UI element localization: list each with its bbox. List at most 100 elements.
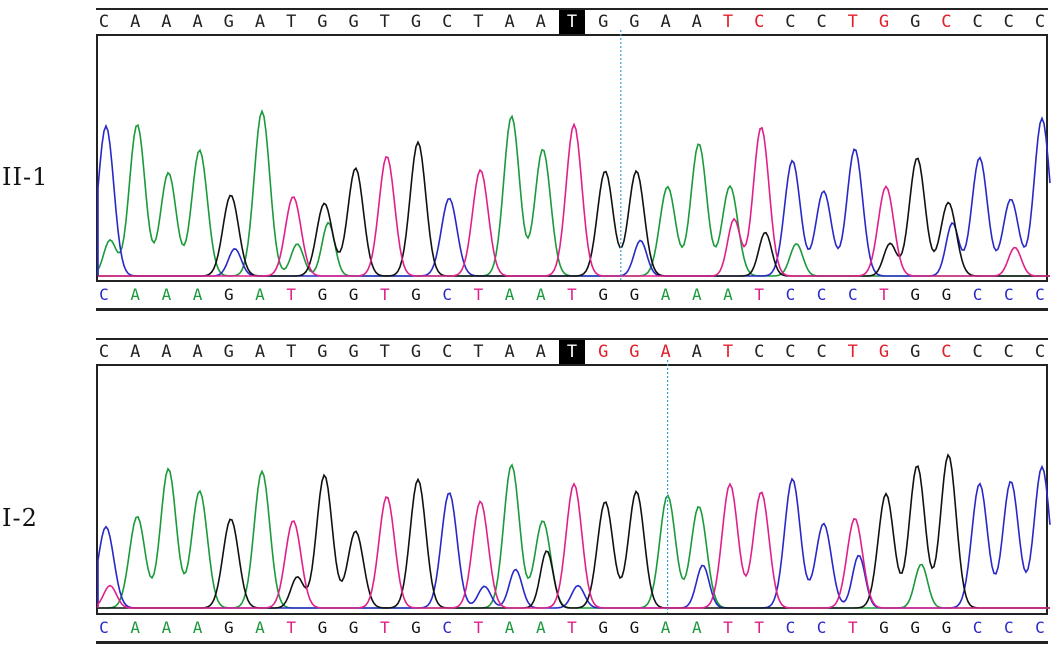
reference-base: C — [785, 342, 796, 362]
called-base: C — [1035, 618, 1045, 637]
reference-base: C — [941, 342, 952, 362]
called-base: G — [941, 618, 952, 637]
called-base: T — [567, 285, 577, 304]
called-base: T — [879, 285, 889, 304]
reference-base: T — [379, 12, 390, 32]
called-base: G — [223, 618, 234, 637]
called-base: C — [1035, 285, 1045, 304]
reference-base: T — [286, 12, 297, 32]
reference-base: G — [223, 342, 234, 362]
called-base: C — [785, 618, 796, 637]
called-base: C — [847, 285, 858, 304]
called-base: A — [255, 618, 265, 637]
chromatogram — [96, 360, 1051, 614]
called-base: G — [629, 285, 640, 304]
called-base: A — [504, 285, 515, 304]
called-base: T — [754, 618, 764, 637]
sample-label-i-2: I-2 — [2, 504, 38, 532]
called-base: G — [598, 285, 608, 304]
reference-base: G — [410, 12, 422, 32]
reference-base: C — [754, 12, 765, 32]
reference-base: C — [442, 342, 453, 362]
reference-base: T — [559, 10, 585, 34]
reference-base: A — [660, 12, 671, 32]
reference-base: A — [691, 12, 702, 32]
called-base: G — [411, 285, 421, 304]
reference-base: A — [192, 12, 203, 32]
reference-base: T — [847, 342, 858, 362]
called-base: G — [598, 618, 608, 637]
called-base: C — [442, 618, 452, 637]
called-base: A — [535, 285, 546, 304]
reference-base: C — [1034, 12, 1046, 32]
reference-base: T — [379, 342, 390, 362]
reference-base: T — [722, 342, 734, 362]
reference-base: C — [816, 12, 827, 32]
reference-base: C — [1003, 342, 1014, 362]
called-base: A — [504, 618, 515, 637]
called-base: T — [473, 285, 484, 304]
reference-base: T — [722, 12, 734, 32]
called-base: C — [99, 285, 109, 304]
called-base: A — [161, 618, 172, 637]
chromatogram-traces — [97, 30, 1051, 282]
called-base: A — [660, 285, 671, 304]
reference-base: C — [1003, 12, 1014, 32]
reference-base: T — [473, 342, 484, 362]
reference-base: A — [535, 12, 546, 32]
called-base: C — [816, 285, 827, 304]
reference-base: T — [473, 12, 484, 32]
called-base: A — [161, 285, 172, 304]
reference-base: T — [286, 342, 297, 362]
reference-base: T — [559, 340, 585, 364]
reference-base: C — [816, 342, 827, 362]
called-base: A — [660, 618, 671, 637]
reference-base: G — [598, 342, 609, 362]
called-base: G — [910, 285, 920, 304]
reference-base: A — [691, 342, 702, 362]
chromatogram-traces — [97, 360, 1051, 614]
reference-base: G — [317, 342, 328, 362]
reference-base: A — [660, 342, 671, 362]
reference-base: A — [504, 342, 515, 362]
reference-base: C — [98, 12, 110, 32]
reference-base: A — [535, 342, 546, 362]
called-base: G — [411, 618, 421, 637]
reference-base: G — [410, 342, 422, 362]
reference-base: G — [317, 12, 328, 32]
reference-base: A — [254, 12, 266, 32]
reference-base: A — [130, 12, 141, 32]
called-base: A — [130, 285, 140, 304]
reference-base: C — [754, 342, 765, 362]
called-base: T — [379, 618, 390, 637]
called-base: C — [816, 618, 827, 637]
reference-base: A — [192, 342, 203, 362]
reference-base: C — [442, 12, 453, 32]
called-base: G — [879, 618, 889, 637]
called-base: G — [317, 618, 328, 637]
called-base: A — [691, 618, 702, 637]
called-base: G — [910, 618, 920, 637]
trace-a — [97, 109, 1050, 277]
chromatogram — [96, 30, 1051, 282]
reference-base: A — [161, 12, 172, 32]
reference-base: T — [847, 12, 858, 32]
called-base: T — [847, 618, 858, 637]
called-base: C — [442, 285, 452, 304]
reference-base: G — [598, 12, 609, 32]
trace-g — [98, 453, 1050, 609]
called-base: T — [286, 618, 296, 637]
called-base: G — [348, 285, 359, 304]
reference-base: G — [629, 12, 640, 32]
reference-base: C — [785, 12, 796, 32]
reference-base: A — [254, 342, 266, 362]
called-base: T — [567, 618, 577, 637]
trace-t — [97, 482, 1050, 609]
reference-base: G — [348, 342, 359, 362]
